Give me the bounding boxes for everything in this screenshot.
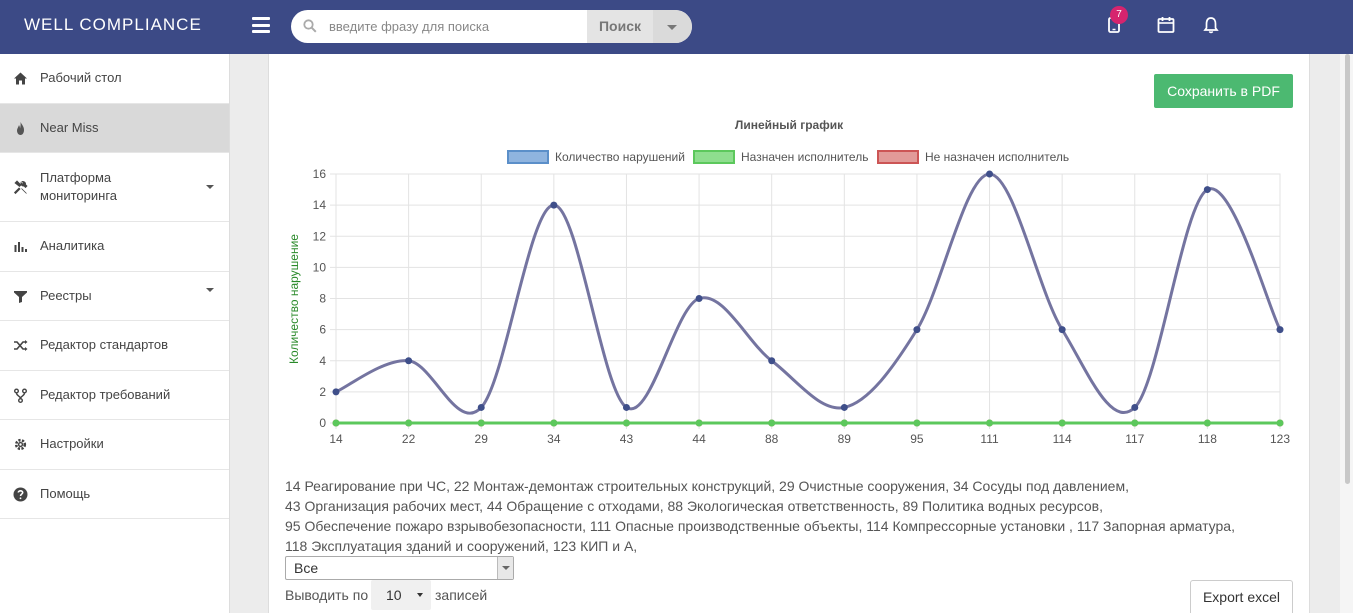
- sidebar-item-standards-editor[interactable]: Редактор стандартов: [0, 321, 229, 371]
- sidebar-item-label: Редактор стандартов: [40, 337, 168, 353]
- page-size-label: Выводить по: [285, 587, 369, 603]
- branch-icon: [14, 388, 27, 403]
- page-size-select[interactable]: 10: [371, 580, 431, 610]
- category-legend-list: 14 Реагирование при ЧС, 22 Монтаж-демонт…: [285, 476, 1285, 556]
- bell-icon[interactable]: [1201, 15, 1221, 35]
- flame-icon: [17, 121, 24, 135]
- tools-icon: [13, 180, 28, 195]
- page-scrollbar-thumb[interactable]: [1345, 54, 1350, 484]
- chevron-down-icon: [497, 557, 513, 579]
- category-list-line: 14 Реагирование при ЧС, 22 Монтаж-демонт…: [285, 478, 1129, 494]
- sidebar-item-desktop[interactable]: Рабочий стол: [0, 54, 229, 104]
- chevron-down-icon: [206, 287, 214, 292]
- gear-icon: [14, 439, 27, 451]
- sidebar: Рабочий стол Near Miss Платформа монитор…: [0, 54, 230, 613]
- export-excel-button[interactable]: Export excel: [1190, 580, 1293, 613]
- sidebar-item-label: Платформа мониторинга: [40, 170, 118, 203]
- category-list-line: 43 Организация рабочих мест, 44 Обращени…: [285, 498, 1103, 514]
- sidebar-item-label: Реестры: [40, 287, 92, 303]
- search-input[interactable]: [329, 10, 579, 43]
- filter-select-value: Все: [294, 560, 319, 576]
- filter-icon: [14, 290, 27, 303]
- brand-logo[interactable]: WELL COMPLIANCE: [24, 15, 202, 34]
- bar-chart-icon: [14, 242, 27, 253]
- sidebar-item-label: Аналитика: [40, 238, 105, 254]
- sidebar-item-settings[interactable]: Настройки: [0, 420, 229, 470]
- category-list-line: 95 Обеспечение пожаро взрывобезопасности…: [285, 518, 1235, 534]
- sidebar-item-label: Рабочий стол: [40, 70, 122, 86]
- search-bar: Поиск: [291, 10, 692, 43]
- chevron-down-icon: [206, 185, 214, 189]
- sidebar-item-requirements-editor[interactable]: Редактор требований: [0, 371, 229, 420]
- records-label: записей: [435, 587, 488, 603]
- sidebar-item-near-miss[interactable]: Near Miss: [0, 103, 229, 153]
- page-size-value: 10: [386, 587, 402, 603]
- sidebar-item-analytics[interactable]: Аналитика: [0, 222, 229, 272]
- sidebar-item-label: Near Miss: [40, 119, 99, 135]
- category-list-line: 118 Эксплуатация зданий и сооружений, 12…: [285, 538, 638, 554]
- sidebar-item-registers[interactable]: Реестры: [0, 272, 229, 321]
- sidebar-item-label: Редактор требований: [40, 386, 171, 402]
- save-pdf-button[interactable]: Сохранить в PDF: [1154, 74, 1293, 108]
- sidebar-item-help[interactable]: Помощь: [0, 470, 229, 519]
- top-header: WELL COMPLIANCE Поиск 7: [0, 0, 1353, 54]
- question-icon: [13, 487, 28, 502]
- notification-badge: 7: [1110, 6, 1128, 24]
- menu-toggle-icon[interactable]: [252, 17, 270, 33]
- home-icon: [14, 72, 27, 85]
- sidebar-item-label: Помощь: [40, 485, 91, 501]
- calendar-icon[interactable]: [1156, 15, 1176, 35]
- search-icon: [303, 19, 317, 33]
- filter-select[interactable]: Все: [285, 556, 514, 580]
- search-options-dropdown[interactable]: [653, 10, 692, 43]
- search-button[interactable]: Поиск: [587, 10, 653, 43]
- shuffle-icon: [14, 340, 28, 352]
- sidebar-item-monitoring-platform[interactable]: Платформа мониторинга: [0, 153, 229, 222]
- sidebar-item-label: Настройки: [40, 436, 104, 452]
